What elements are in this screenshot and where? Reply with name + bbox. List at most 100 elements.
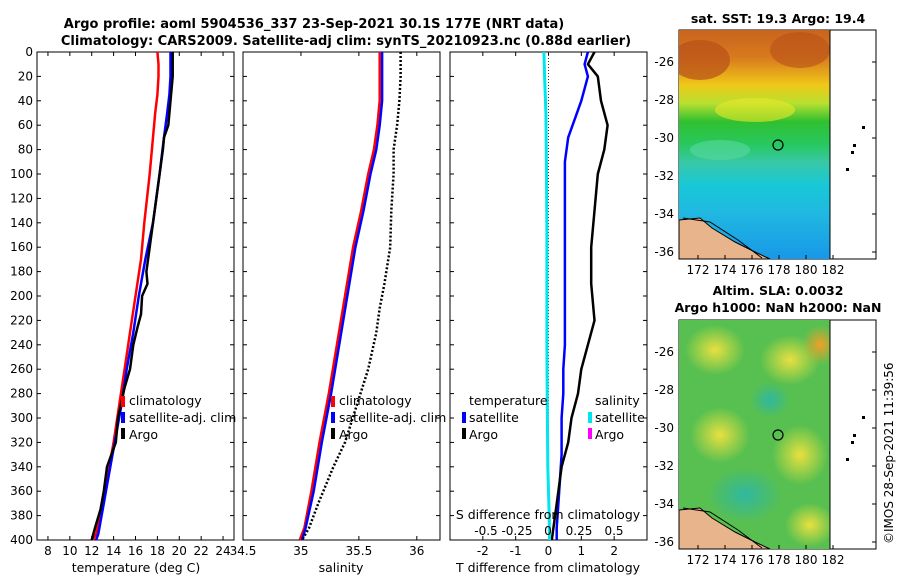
series-line-argo xyxy=(301,52,402,541)
x-tick-label: 12 xyxy=(84,544,99,558)
depth-axis: 0 20 40 60 80 100 120 140 160 180 200 220 240 260 280 3… xyxy=(10,45,234,547)
x-tick-label: 16 xyxy=(128,544,143,558)
island-dot xyxy=(851,441,854,444)
y-tick-label: 380 xyxy=(10,509,33,523)
coastline-contour xyxy=(682,507,763,549)
island-dot xyxy=(853,434,856,437)
lat-tick-label: -26 xyxy=(654,345,674,359)
lon-tick-label: 176 xyxy=(741,553,764,567)
temperature-series xyxy=(90,51,174,541)
salinity-panel: 34.5 35 35.5 36 salinity climatology satell… xyxy=(230,51,446,575)
lat-tick-label: -28 xyxy=(654,93,674,107)
x-tick-label: 35.5 xyxy=(346,544,373,558)
y-tick-label: 280 xyxy=(10,387,33,401)
y-tick-label: 20 xyxy=(18,69,33,83)
x-tick-label: 34.5 xyxy=(230,544,257,558)
figure-title-line1: Argo profile: aoml 5904536_337 23-Sep-20… xyxy=(64,17,564,32)
x-tick-label: 14 xyxy=(106,544,121,558)
legend-label-satellite-adj: satellite-adj. clim xyxy=(129,410,236,425)
temperature-x-axis: 8 10 12 14 16 18 20 22 24 xyxy=(44,52,231,558)
y-tick-label: 60 xyxy=(18,118,33,132)
lat-tick-label: -32 xyxy=(654,459,674,473)
sla-high-patch xyxy=(690,407,750,463)
difference-depth-ticks xyxy=(450,51,647,541)
legend-label-argo: Argo xyxy=(129,427,158,442)
salinity-x-axis: 34.5 35 35.5 36 xyxy=(230,52,424,558)
y-tick-label: 160 xyxy=(10,240,33,254)
lat-tick-label: -26 xyxy=(654,55,674,69)
legend-label-t-argo: Argo xyxy=(469,427,498,442)
sst-map-title: sat. SST: 19.3 Argo: 19.4 xyxy=(691,11,866,26)
legend-swatch-argo xyxy=(121,428,125,439)
imos-timestamp: ©IMOS 28-Sep-2021 11:39:56 xyxy=(882,362,896,544)
new-caledonia-land xyxy=(679,217,771,259)
sst-mid-patch xyxy=(690,140,750,160)
lat-tick-label: -36 xyxy=(654,535,674,549)
lon-tick-label: 178 xyxy=(768,553,791,567)
sla-high-patch xyxy=(785,503,830,547)
lon-tick-label: 172 xyxy=(687,263,710,277)
lon-tick-label: 180 xyxy=(795,553,818,567)
sla-peak-patch xyxy=(802,325,830,365)
s-difference-ticks: -0.5 -0.25 0 0.25 0.5 xyxy=(474,524,623,538)
sal-legend-label-climatology: climatology xyxy=(339,393,412,408)
lon-tick-label: 174 xyxy=(714,263,737,277)
difference-x-axis: -2 -1 0 1 2 xyxy=(477,52,618,558)
y-tick-label: 140 xyxy=(10,216,33,230)
salinity-legend: climatology satellite-adj. clim Argo xyxy=(331,393,446,442)
y-tick-label: 200 xyxy=(10,289,33,303)
s-tick-label: 0.5 xyxy=(604,524,623,538)
y-tick-label: 40 xyxy=(18,94,33,108)
sal-legend-swatch-climatology xyxy=(331,396,335,407)
legend-heading-salinity: salinity xyxy=(595,393,640,408)
lat-tick-label: -34 xyxy=(654,207,674,221)
argo-float-marker xyxy=(772,429,784,441)
y-tick-label: 180 xyxy=(10,265,33,279)
salinity-depth-ticks xyxy=(243,51,440,541)
y-tick-label: 80 xyxy=(18,143,33,157)
lat-tick-label: -34 xyxy=(654,497,674,511)
x-tick-label: 20 xyxy=(172,544,187,558)
x-tick-label: 22 xyxy=(194,544,209,558)
sla-low-patch xyxy=(750,382,790,418)
sst-yellow-band xyxy=(715,98,795,122)
legend-swatch-t-satellite xyxy=(462,412,466,423)
lon-tick-label: 174 xyxy=(714,553,737,567)
sla-map-ticks: 172 174 176 178 180 182 -26 -28 -30 -32 -34 -36 xyxy=(654,345,876,567)
series-line-satellite-adj-clim xyxy=(300,52,384,541)
island-dot xyxy=(846,458,849,461)
series-line-argo xyxy=(90,52,174,541)
y-tick-label: 120 xyxy=(10,191,33,205)
temperature-legend: climatology satellite-adj. clim Argo xyxy=(121,393,236,442)
series-line-temperature-argo xyxy=(550,51,609,541)
new-caledonia-land xyxy=(679,507,771,549)
sla-high-patch xyxy=(685,325,745,375)
temperature-xlabel: temperature (deg C) xyxy=(72,560,201,575)
legend-swatch-climatology xyxy=(121,396,125,407)
lat-tick-label: -30 xyxy=(654,131,674,145)
x-tick-label: -2 xyxy=(477,544,489,558)
island-dot xyxy=(853,144,856,147)
sst-warm-patch xyxy=(679,40,730,80)
legend-heading-temperature: temperature xyxy=(469,393,548,408)
sal-legend-swatch-argo xyxy=(331,428,335,439)
sla-map: Altim. SLA: 0.0032 Argo h1000: NaN h2000… xyxy=(654,283,881,567)
x-tick-label: -1 xyxy=(510,544,522,558)
island-dot xyxy=(846,168,849,171)
s-tick-label: -0.25 xyxy=(501,524,532,538)
sst-field xyxy=(679,30,830,259)
legend-swatch-s-argo xyxy=(588,428,592,439)
salinity-axes-box xyxy=(242,51,441,541)
sal-legend-label-satellite-adj: satellite-adj. clim xyxy=(339,410,446,425)
lon-tick-label: 182 xyxy=(822,263,845,277)
y-tick-label: 320 xyxy=(10,435,33,449)
sal-legend-label-argo: Argo xyxy=(339,427,368,442)
x-tick-label: 36 xyxy=(409,544,424,558)
island-dot xyxy=(851,151,854,154)
lon-tick-label: 176 xyxy=(741,263,764,277)
sla-low-patch xyxy=(707,467,783,523)
legend-label-t-satellite: satellite xyxy=(469,410,519,425)
argo-float-marker xyxy=(772,139,784,151)
island-dot xyxy=(862,416,865,419)
island-dot xyxy=(862,126,865,129)
